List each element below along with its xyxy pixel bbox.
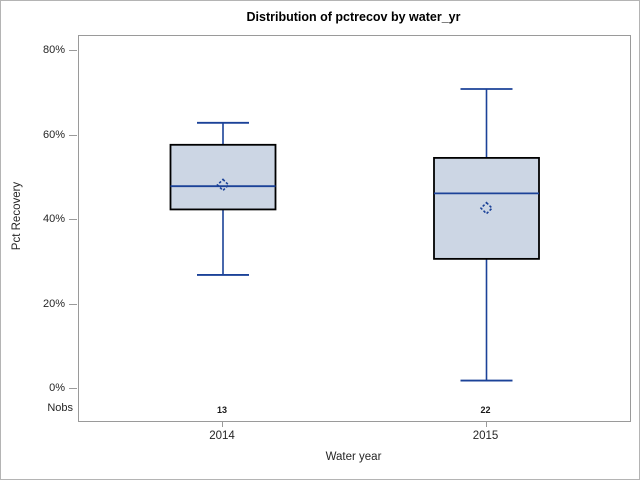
mean-diamond-2015 [479, 201, 494, 215]
y-tick-mark [69, 303, 77, 305]
iqr-box-2014 [169, 143, 277, 211]
plot-area [78, 35, 631, 422]
nobs-row-label: Nobs [47, 402, 73, 414]
boxplot-canvas [169, 88, 540, 382]
x-category-label-2015: 2015 [472, 430, 499, 442]
y-tick-label-60%: 60% [42, 128, 65, 141]
y-tick-label-20%: 20% [42, 297, 65, 310]
y-tick-mark [69, 388, 77, 389]
x-axis-title: Water year [325, 451, 382, 463]
y-tick-mark [69, 219, 77, 220]
mean-diamond-2014 [216, 178, 230, 192]
y-tick-mark [69, 50, 77, 51]
x-tick-mark [222, 421, 223, 427]
chart-title: Distribution of pctrecov by water_yr [246, 10, 461, 24]
y-tick-label-40%: 40% [42, 213, 65, 225]
y-tick-label-80%: 80% [42, 44, 65, 56]
iqr-box-2015 [433, 156, 540, 260]
nobs-value-2015: 22 [480, 405, 491, 415]
nobs-value-2014: 13 [216, 405, 227, 415]
x-tick-mark [485, 421, 487, 427]
y-tick-label-0%: 0% [49, 382, 65, 394]
y-tick-mark [69, 134, 77, 136]
x-category-label-2014: 2014 [209, 430, 235, 442]
